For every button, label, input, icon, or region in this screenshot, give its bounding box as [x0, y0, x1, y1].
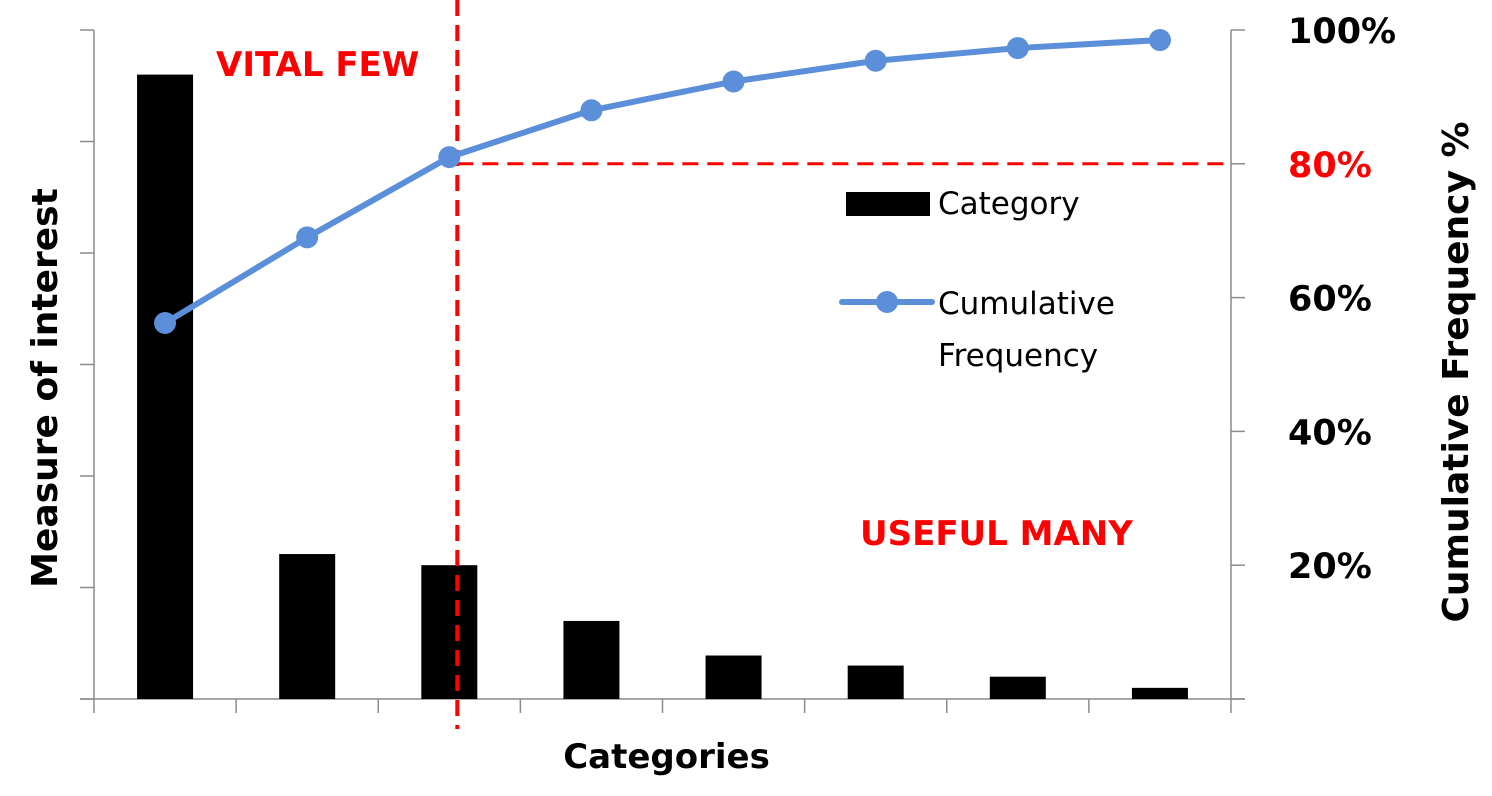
- bar: [989, 676, 1046, 699]
- legend-bar-swatch: [846, 192, 930, 216]
- bar: [137, 74, 194, 700]
- right-tick-label: 100%: [1288, 12, 1396, 52]
- cumulative-point: [438, 146, 461, 169]
- useful-many-annotation: USEFUL MANY: [860, 514, 1133, 554]
- right-tick-label: 80%: [1288, 146, 1372, 186]
- legend-label-frequency: Frequency: [938, 338, 1098, 374]
- legend-label-cumulative: Cumulative: [938, 286, 1115, 322]
- bar: [705, 655, 762, 699]
- legend: Category Cumulative Frequency: [839, 186, 1115, 374]
- right-axis-title: Cumulative Frequency %: [1436, 121, 1477, 622]
- cumulative-line: [162, 37, 1163, 327]
- cumulative-point: [296, 226, 319, 249]
- cumulative-line-series: [154, 29, 1171, 335]
- right-tick-label: 40%: [1288, 413, 1372, 453]
- right-tick-label: 20%: [1288, 547, 1372, 587]
- chart-labels: 20% 40% 60% 80% 100% Categories Measure of int…: [25, 12, 1477, 777]
- legend-marker-swatch: [876, 291, 898, 313]
- bar: [1131, 687, 1188, 699]
- cumulative-point: [864, 49, 887, 72]
- bar: [421, 565, 478, 699]
- cumulative-point: [154, 312, 177, 335]
- cumulative-point: [580, 99, 603, 122]
- bar: [563, 620, 620, 699]
- cumulative-point: [722, 70, 745, 93]
- cumulative-point: [1006, 37, 1029, 60]
- right-tick-label: 60%: [1288, 280, 1372, 320]
- bar-series: [137, 74, 1188, 700]
- threshold-lines: [455, 0, 1231, 729]
- left-axis-title: Measure of interest: [25, 188, 66, 588]
- x-axis-title: Categories: [563, 737, 770, 777]
- vital-few-annotation: VITAL FEW: [216, 45, 419, 85]
- bar: [279, 554, 336, 699]
- legend-label-category: Category: [938, 186, 1080, 222]
- bar: [847, 665, 904, 699]
- axes: [80, 29, 1245, 713]
- cumulative-point: [1148, 29, 1171, 52]
